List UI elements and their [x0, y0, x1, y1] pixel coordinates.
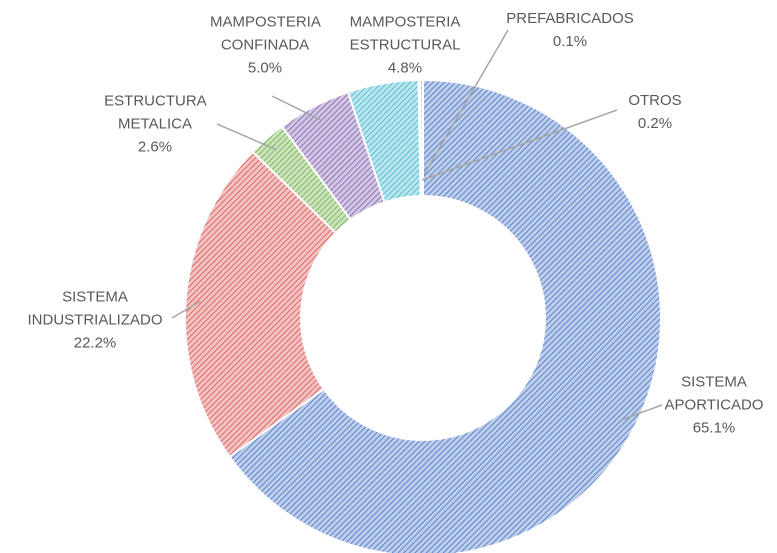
category-label: ESTRUCTURA METALICA [104, 92, 207, 133]
data-label: ESTRUCTURA METALICA 2.6% [104, 90, 207, 159]
leader-line [271, 95, 321, 121]
value-label: 65.1% [692, 419, 736, 437]
category-label: SISTEMA INDUSTRIALIZADO [27, 288, 163, 329]
slice [228, 78, 662, 553]
category-label: SISTEMA APORTICADO [664, 373, 764, 414]
leader-line [216, 123, 277, 151]
data-label: SISTEMA APORTICADO 65.1% [665, 371, 764, 440]
category-label: OTROS [628, 92, 682, 109]
category-label: MAMPOSTERIA CONFINADA [209, 13, 321, 54]
leader-line [421, 109, 618, 181]
slice [418, 78, 424, 198]
value-label: 4.8% [387, 59, 423, 77]
data-label: OTROS 0.2% [628, 89, 681, 135]
value-label: 5.0% [247, 59, 283, 77]
category-label: MAMPOSTERIA ESTRUCTURAL [349, 13, 461, 54]
value-label: 0.2% [637, 115, 673, 132]
value-label: 0.1% [552, 33, 588, 50]
leader-line [171, 300, 202, 319]
data-label: PREFABRICADOS 0.1% [506, 7, 634, 53]
value-label: 2.6% [137, 138, 173, 156]
category-label: PREFABRICADOS [506, 10, 634, 27]
data-label: SISTEMA INDUSTRIALIZADO 22.2% [27, 286, 162, 355]
value-label: 22.2% [73, 334, 117, 352]
leader-line [621, 404, 663, 421]
slice [184, 150, 338, 459]
data-label: MAMPOSTERIA ESTRUCTURAL 4.8% [350, 11, 461, 80]
data-label: MAMPOSTERIA CONFINADA 5.0% [209, 11, 321, 80]
leader-line [420, 29, 509, 181]
